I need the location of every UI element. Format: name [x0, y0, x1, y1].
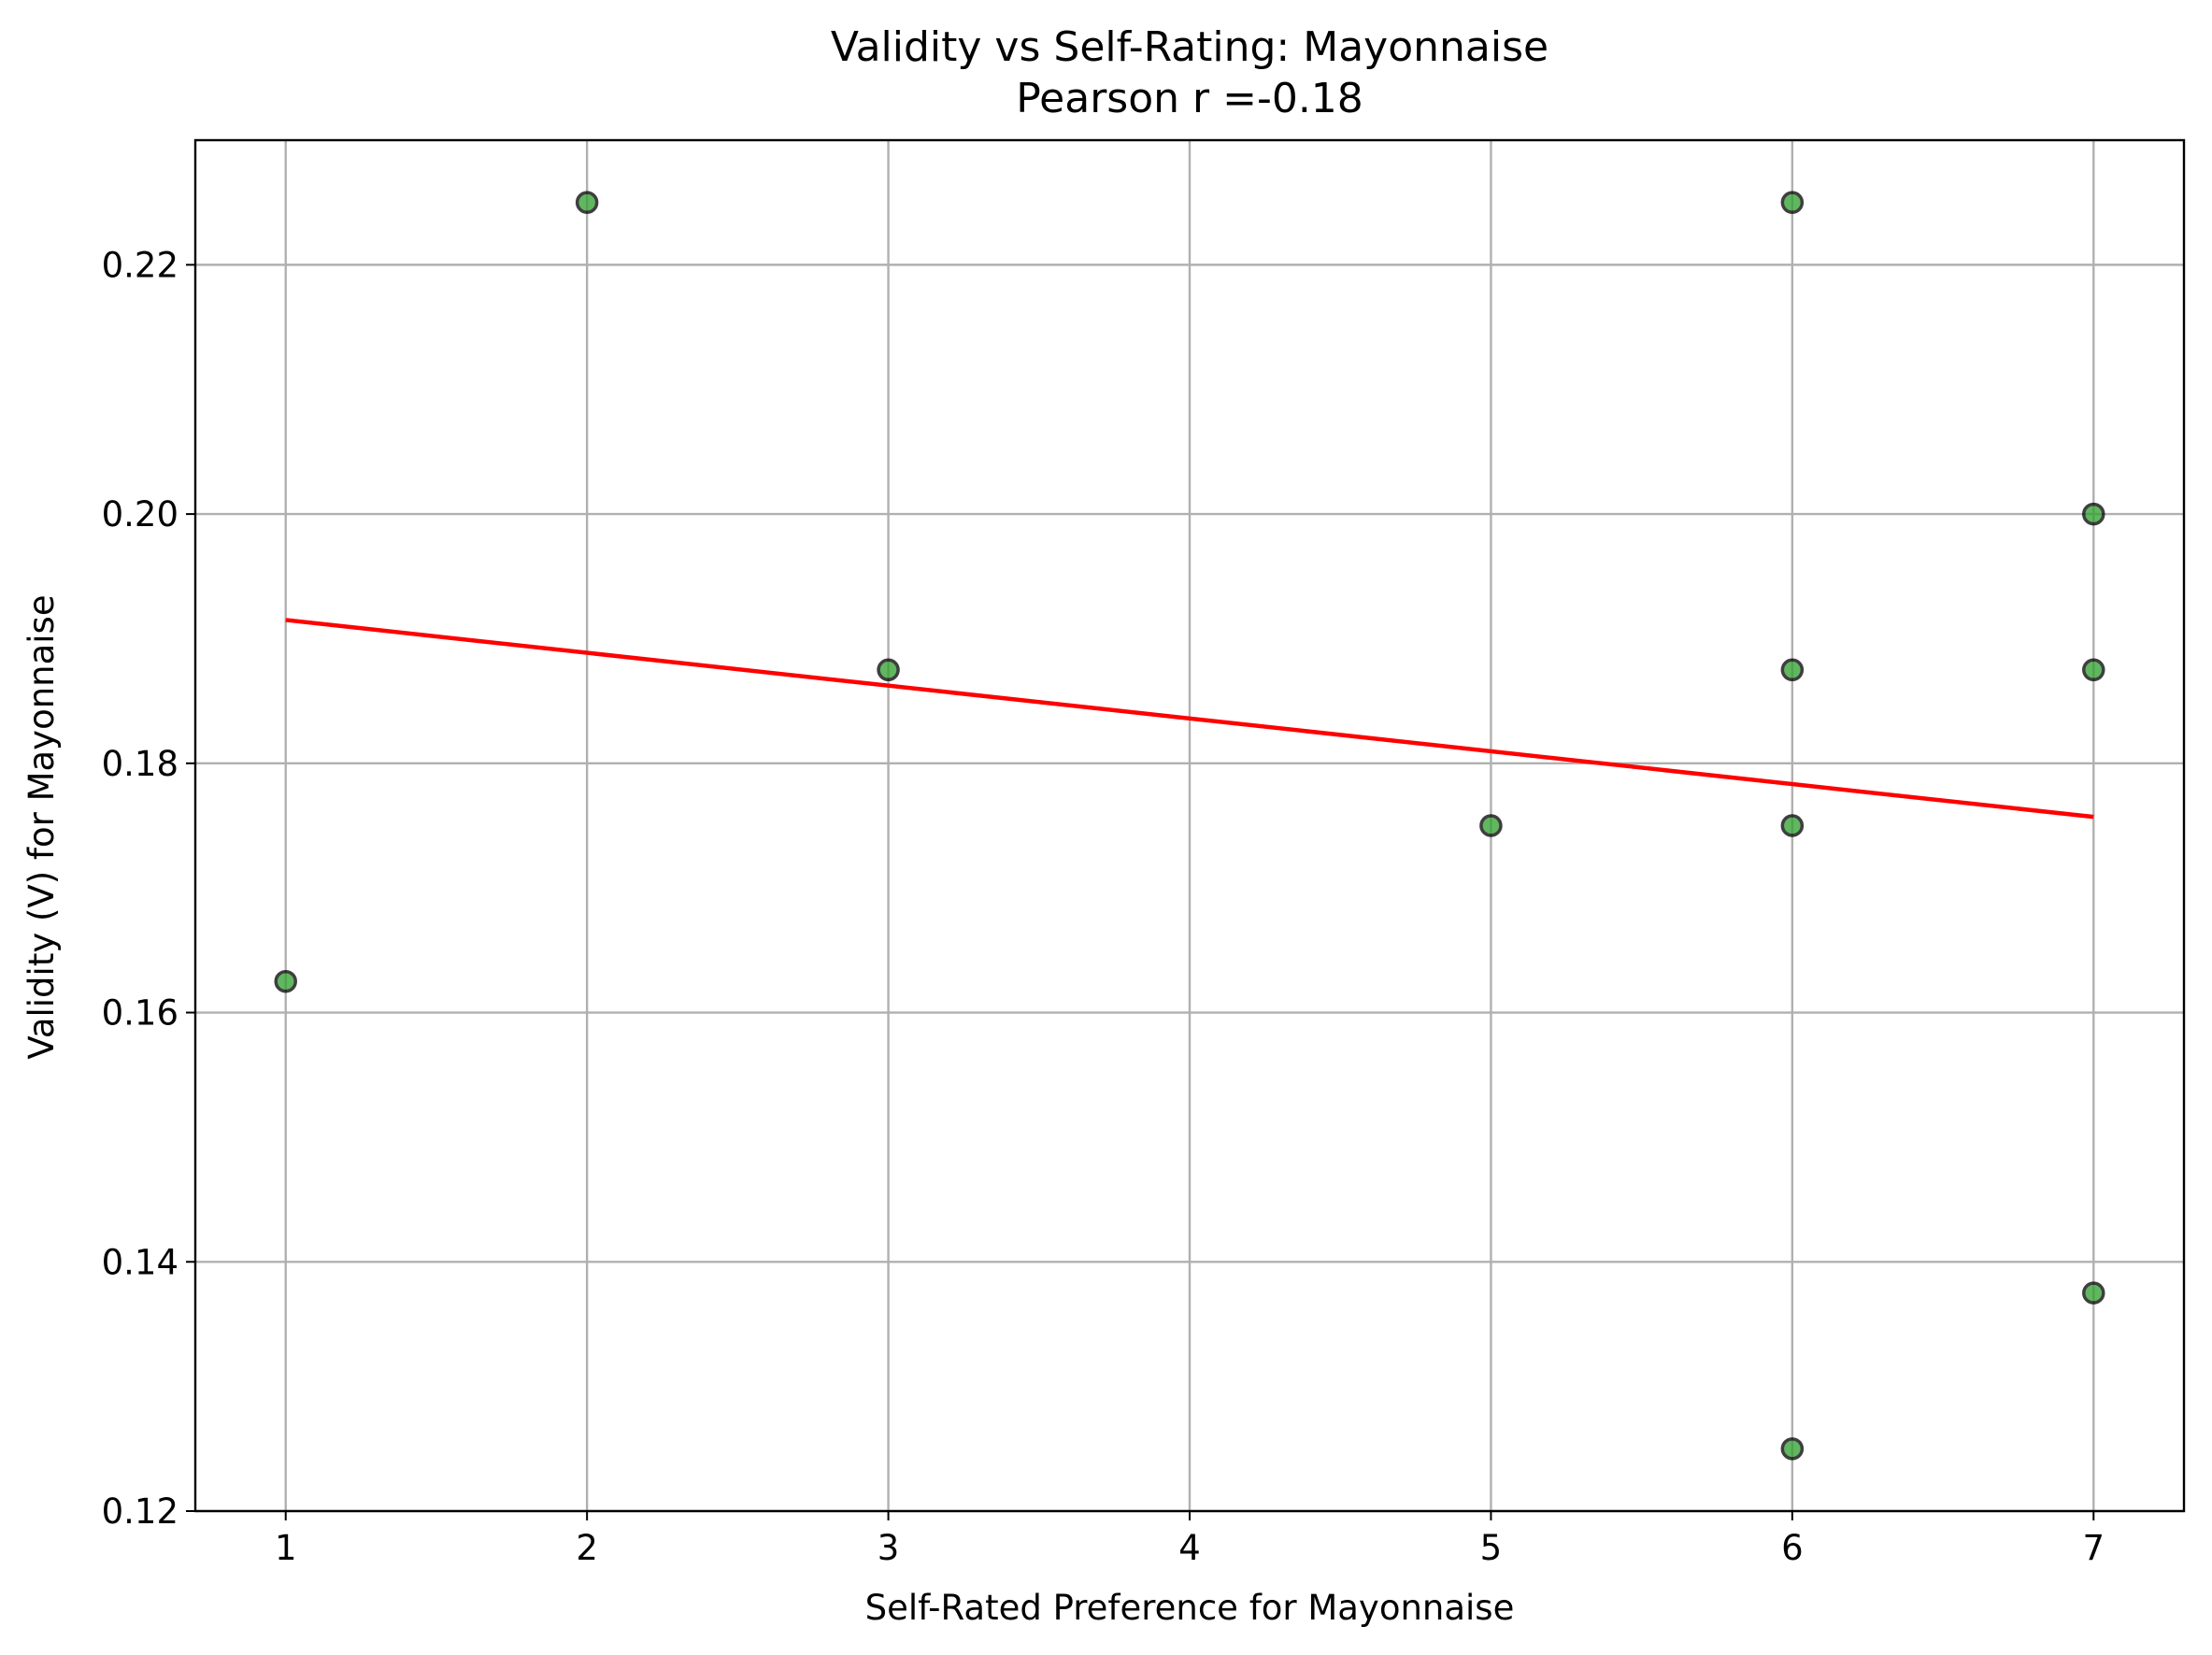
x-tick-label: 7	[2082, 1528, 2105, 1568]
axis-ticks: 1 2 3 4 5 6 7 0.12 0.14 0.16 0.18 0.20 0.22	[102, 245, 2105, 1568]
y-tick-label: 0.22	[102, 245, 178, 285]
chart-subtitle: Pearson r =-0.18	[1016, 75, 1363, 122]
trendline	[285, 618, 2094, 820]
data-point	[575, 191, 599, 214]
x-tick-label: 2	[576, 1528, 598, 1568]
data-points	[274, 191, 2105, 1461]
data-point	[2082, 658, 2105, 682]
x-tick-label: 4	[1178, 1528, 1201, 1568]
y-tick-label: 0.16	[102, 993, 178, 1034]
data-point	[1780, 191, 1805, 214]
data-point	[2082, 502, 2105, 526]
x-tick-label: 6	[1781, 1528, 1804, 1568]
data-point	[1479, 814, 1503, 837]
x-tick-label: 5	[1480, 1528, 1503, 1568]
y-tick-label: 0.20	[102, 494, 178, 535]
y-tick-label: 0.18	[102, 744, 178, 784]
trendline-layer	[285, 618, 2094, 820]
data-point	[1780, 1437, 1805, 1461]
x-tick-label: 1	[275, 1528, 297, 1568]
chart-title: Validity vs Self-Rating: Mayonnaise	[831, 23, 1548, 71]
data-point	[274, 969, 297, 993]
y-axis-label: Validity (V) for Mayonnaise	[21, 594, 62, 1059]
grid	[195, 140, 2184, 1513]
x-axis-label: Self-Rated Preference for Mayonnaise	[865, 1588, 1515, 1628]
y-tick-label: 0.14	[102, 1242, 178, 1282]
x-tick-label: 3	[878, 1528, 900, 1568]
data-point	[2082, 1281, 2105, 1305]
data-point	[1780, 814, 1805, 837]
data-point	[1780, 658, 1805, 682]
data-point	[877, 658, 900, 682]
y-tick-label: 0.12	[102, 1491, 178, 1532]
